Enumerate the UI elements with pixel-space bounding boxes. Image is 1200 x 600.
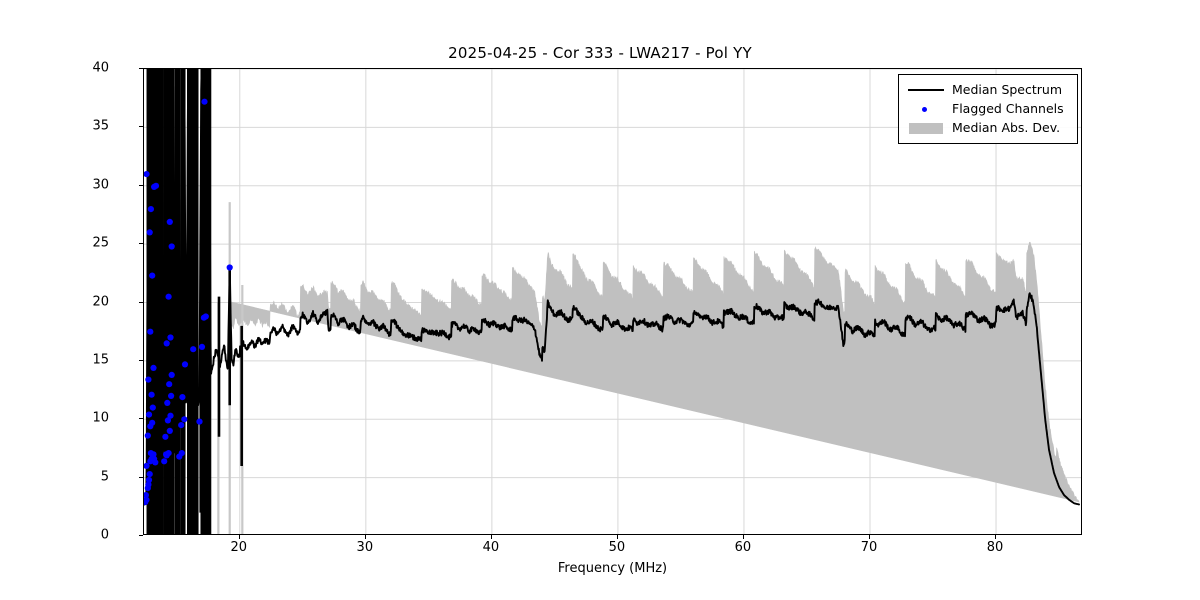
legend-item-median-spectrum[interactable]: Median Spectrum [907,80,1069,99]
y-tick-mark [139,184,143,186]
y-tick-label: 5 [100,469,109,485]
x-tick-mark [868,535,871,539]
x-tick-mark [364,535,366,539]
y-tick-label: 40 [92,60,109,76]
y-tick-mark [139,301,143,303]
y-tick-label: 25 [92,235,109,251]
legend-label: Flagged Channels [952,101,1064,116]
legend-item-median-abs-dev[interactable]: Median Abs. Dev. [907,118,1069,137]
y-tick-mark [139,359,143,361]
legend-label: Median Abs. Dev. [952,120,1061,135]
x-tick-mark [742,535,745,539]
y-tick-mark [139,243,143,245]
line-swatch-icon [907,83,945,97]
y-tick-label: 0 [100,527,109,543]
y-tick-mark [139,68,143,70]
chart-legend[interactable]: Median Spectrum Flagged Channels Median … [898,74,1078,144]
legend-label: Median Spectrum [952,82,1063,97]
x-tick-label: 70 [860,540,878,555]
flagged-channel-points [144,98,233,506]
x-tick-label: 40 [482,540,500,555]
x-tick-label: 60 [734,540,752,555]
x-axis-label: Frequency (MHz) [557,561,668,576]
x-tick-mark [995,535,997,539]
x-tick-label: 80 [986,540,1004,555]
band-swatch-icon [907,121,945,135]
plot-area[interactable] [143,68,1082,535]
y-tick-label: 35 [92,118,109,134]
dot-marker-icon [907,102,945,116]
y-tick-label: 10 [92,410,109,426]
x-tick-mark [490,535,492,539]
y-tick-mark [139,418,143,420]
legend-item-flagged-channels[interactable]: Flagged Channels [907,99,1069,118]
chart-title: 2025-04-25 - Cor 333 - LWA217 - Pol YY [448,44,752,62]
x-tick-label: 30 [356,540,374,555]
x-tick-label: 20 [230,540,248,555]
y-tick-mark [139,535,143,537]
y-tick-label: 15 [92,352,109,368]
y-tick-mark [139,126,143,128]
x-tick-label: 50 [608,540,626,555]
x-tick-mark [238,535,240,539]
spectrum-plot-svg [144,69,1081,534]
y-tick-mark [139,476,143,478]
y-tick-label: 20 [92,294,109,309]
x-tick-mark [616,535,618,539]
y-tick-label: 30 [92,177,109,193]
